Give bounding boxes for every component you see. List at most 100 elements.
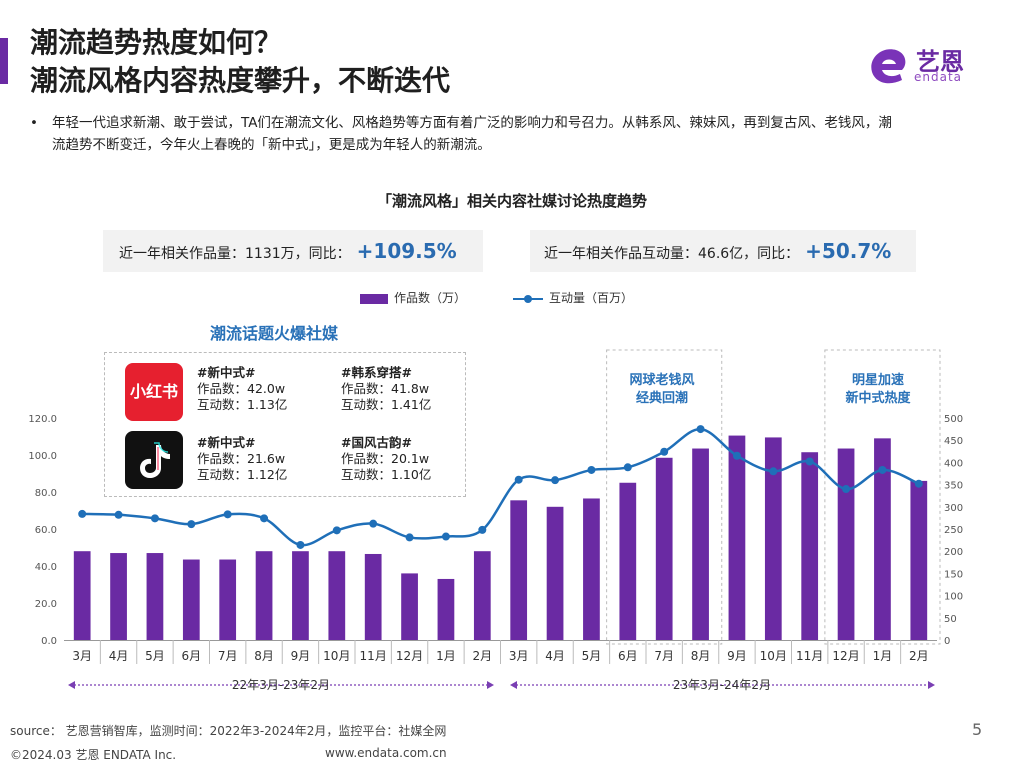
bar (583, 498, 600, 640)
legend-bar-label: 作品数（万） (394, 291, 467, 305)
bar (292, 551, 309, 640)
bar (619, 482, 637, 640)
x-tick-label: 5月 (582, 649, 602, 663)
y-left-tick-label: 80.0 (35, 488, 57, 499)
logo-text-cn: 艺恩 (916, 48, 964, 76)
bar (437, 578, 455, 640)
x-tick-label: 7月 (218, 649, 238, 663)
topic-tag: #新中式# (197, 365, 256, 380)
x-tick-label: 2月 (472, 649, 492, 663)
period-1-arrow-head-left (68, 681, 75, 689)
legend-bar-swatch (360, 293, 388, 304)
y-left-tick-label: 20.0 (35, 599, 57, 610)
endata-logo-icon (871, 49, 906, 84)
line-point (696, 425, 705, 434)
x-tick-label: 4月 (545, 649, 565, 663)
y-right-tick-label: 250 (944, 525, 963, 536)
line-point (187, 520, 196, 529)
y-right-tick-label: 100 (944, 592, 963, 603)
annotation-old-money: 网球老钱风 经典回潮 (629, 373, 695, 406)
y-right-tick-label: 0 (944, 636, 950, 647)
topic-works: 作品数：41.8w (341, 381, 430, 396)
line-point (441, 532, 450, 541)
bar (837, 448, 855, 640)
x-tick-label: 12月 (396, 649, 423, 663)
hot-topics-box: 小红书 #新中式# 作品数：42.0w 互动数：1.13亿 #韩系穿搭# 作品数… (104, 352, 466, 497)
bar (728, 435, 746, 640)
legend-line-label: 互动量（百万） (549, 291, 634, 305)
bar (655, 457, 673, 640)
line-point (296, 540, 305, 549)
x-tick-label: 7月 (654, 649, 674, 663)
line-point (842, 485, 851, 494)
x-tick-label: 2月 (909, 649, 929, 663)
line-point (78, 509, 87, 518)
topic-interactions: 互动数：1.13亿 (197, 397, 288, 412)
line-point (769, 467, 778, 476)
y-right-tick-label: 350 (944, 481, 963, 492)
topic-works: 作品数：20.1w (341, 451, 430, 466)
stat-interaction-box: 近一年相关作品互动量：46.6亿，同比： +50.7% (530, 230, 916, 272)
x-tick-label: 11月 (796, 649, 823, 663)
topic-xhs-1: #新中式# 作品数：42.0w 互动数：1.13亿 (197, 365, 287, 413)
line-point (551, 476, 560, 485)
topic-xhs-2: #韩系穿搭# 作品数：41.8w 互动数：1.41亿 (341, 365, 431, 413)
tiktok-icon (125, 431, 183, 489)
hot-topics-title: 潮流话题火爆社媒 (210, 324, 339, 343)
x-tick-label: 3月 (72, 649, 92, 663)
y-left-tick-label: 40.0 (35, 562, 57, 573)
source-note: source： 艺恩营销智库，监测时间：2022年3-2024年2月，监控平台：… (10, 724, 447, 738)
bar (473, 551, 491, 640)
website-link[interactable]: www.endata.com.cn (325, 746, 447, 760)
line-point (623, 463, 632, 472)
intro-bullet: • 年轻一代追求新潮、敢于尝试，TA们在潮流文化、风格趋势等方面有着广泛的影响力… (30, 112, 892, 156)
x-tick-label: 1月 (436, 649, 456, 663)
x-tick-label: 10月 (760, 649, 787, 663)
line-point (405, 533, 414, 542)
y-right-tick-label: 200 (944, 547, 963, 558)
x-tick-label: 12月 (832, 649, 859, 663)
legend-line: 互动量（百万） (513, 290, 633, 306)
y-right-tick-label: 450 (944, 436, 963, 447)
stat-interaction-value: +50.7% (805, 239, 892, 263)
topic-tag: #韩系穿搭# (341, 365, 412, 380)
period-1-label: 22年3月-23年2月 (232, 678, 330, 692)
line-point (332, 526, 341, 535)
stat-works-value: +109.5% (356, 239, 457, 263)
y-right-tick-label: 150 (944, 569, 963, 580)
title-line-1: 潮流趋势热度如何？ (30, 26, 283, 59)
chart-title: 「潮流风格」相关内容社媒讨论热度趋势 (376, 192, 647, 210)
period-2-arrow-head-left (510, 681, 517, 689)
line-point (587, 465, 596, 474)
bar (910, 480, 928, 640)
bar (801, 452, 819, 640)
bar (764, 437, 782, 640)
y-right-tick-label: 300 (944, 503, 963, 514)
legend-line-swatch (513, 294, 543, 304)
logo-text-en: endata (914, 70, 963, 84)
period-2-label: 23年3月-24年2月 (673, 678, 771, 692)
x-tick-label: 6月 (618, 649, 638, 663)
line-point (150, 514, 159, 523)
line-point (114, 510, 123, 519)
bar (73, 551, 91, 640)
title-line-2: 潮流风格内容热度攀升，不断迭代 (30, 64, 451, 97)
copyright: ©2024.03 艺恩 ENDATA Inc. (10, 748, 177, 762)
x-tick-label: 6月 (181, 649, 201, 663)
intro-text: 年轻一代追求新潮、敢于尝试，TA们在潮流文化、风格趋势等方面有着广泛的影响力和号… (52, 115, 892, 153)
bar (692, 448, 709, 640)
topic-douyin-1: #新中式# 作品数：21.6w 互动数：1.12亿 (197, 435, 287, 483)
period-1-arrow-head-right (487, 681, 494, 689)
bar (874, 438, 891, 640)
topic-interactions: 互动数：1.41亿 (341, 397, 432, 412)
topic-tag: #国风古韵# (341, 435, 412, 450)
stat-works-box: 近一年相关作品量：1131万，同比： +109.5% (103, 230, 483, 272)
topic-interactions: 互动数：1.10亿 (341, 467, 432, 482)
bar (255, 551, 273, 640)
annotation-new-chinese: 明星加速 新中式热度 (845, 373, 911, 406)
y-right-tick-label: 500 (944, 414, 963, 425)
x-tick-label: 8月 (691, 649, 711, 663)
period-2-arrow-head-right (928, 681, 935, 689)
bar (401, 573, 418, 640)
